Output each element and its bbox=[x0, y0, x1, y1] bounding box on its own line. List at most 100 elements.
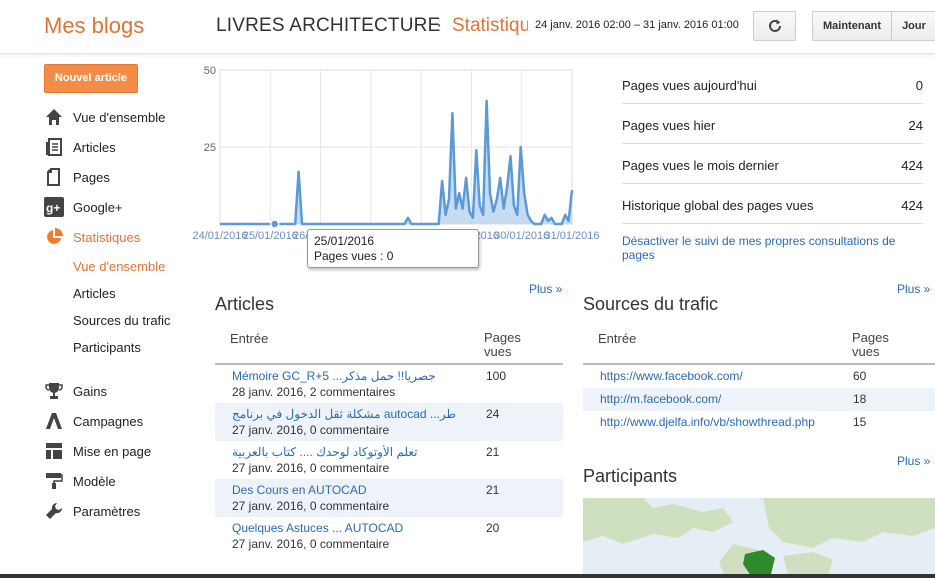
google-plus-icon: g+ bbox=[44, 197, 64, 217]
stat-yesterday: Pages vues hier 24 bbox=[622, 104, 923, 144]
x-tick-label: 31/01/2016 bbox=[544, 230, 599, 242]
disable-tracking-link[interactable]: Désactiver le suivi de mes propres consu… bbox=[622, 234, 896, 262]
sidebar-item-stats[interactable]: Statistiques bbox=[44, 226, 140, 248]
sub-item-traffic-sources[interactable]: Sources du trafic bbox=[73, 313, 171, 328]
source-views: 15 bbox=[853, 415, 867, 429]
sidebar-item-settings[interactable]: Paramètres bbox=[44, 500, 140, 522]
sidebar-item-label: Modèle bbox=[73, 473, 116, 489]
pie-chart-icon bbox=[44, 227, 64, 247]
audience-title: Participants bbox=[583, 466, 678, 486]
blog-title[interactable]: LIVRES ARCHITECTURE bbox=[216, 15, 441, 36]
wrench-icon bbox=[44, 501, 64, 521]
tooltip-value: Pages vues : 0 bbox=[314, 249, 394, 263]
table-row: Des Cours en AUTOCAD 27 janv. 2016, 0 co… bbox=[215, 479, 563, 517]
article-views: 21 bbox=[486, 445, 500, 459]
title-separator: · bbox=[436, 15, 443, 36]
sidebar-item-google-plus[interactable]: g+ Google+ bbox=[44, 196, 123, 218]
refresh-button[interactable] bbox=[753, 11, 796, 41]
trophy-icon bbox=[44, 381, 64, 401]
stat-value: 424 bbox=[901, 198, 923, 213]
sub-item-audience[interactable]: Participants bbox=[73, 340, 141, 355]
paint-roller-icon bbox=[44, 471, 64, 491]
table-row: http://m.facebook.com/ 18 bbox=[583, 388, 935, 411]
sub-item-overview[interactable]: Vue d'ensemble bbox=[73, 259, 166, 274]
stat-label: Pages vues aujourd'hui bbox=[622, 78, 757, 93]
article-link[interactable]: تعلم الأوتوكاد لوحدك .... كتاب بالعربية bbox=[232, 445, 418, 459]
source-link[interactable]: https://www.facebook.com/ bbox=[600, 369, 743, 383]
article-views: 24 bbox=[486, 407, 500, 421]
world-map-graphic bbox=[583, 498, 935, 578]
source-link[interactable]: http://m.facebook.com/ bbox=[600, 392, 722, 406]
article-meta: 27 janv. 2016, 0 commentaire bbox=[232, 423, 390, 437]
articles-more-link[interactable]: Plus » bbox=[529, 282, 563, 296]
new-post-button[interactable]: Nouvel article bbox=[44, 64, 138, 93]
audience-more-link[interactable]: Plus » bbox=[897, 454, 931, 468]
sidebar-item-layout[interactable]: Mise en page bbox=[44, 440, 151, 462]
table-row: Quelques Astuces ... AUTOCAD 27 janv. 20… bbox=[215, 517, 563, 555]
highlight-point bbox=[269, 219, 280, 229]
article-views: 20 bbox=[486, 521, 500, 535]
stat-label: Pages vues hier bbox=[622, 118, 716, 133]
stat-label: Historique global des pages vues bbox=[622, 198, 814, 213]
y-tick-label: 50 bbox=[204, 65, 216, 77]
sidebar-item-label: Google+ bbox=[73, 199, 123, 215]
source-link[interactable]: http://www.djelfa.info/vb/showthread.php bbox=[600, 415, 815, 429]
campaign-icon bbox=[44, 411, 64, 431]
sidebar-item-campaigns[interactable]: Campagnes bbox=[44, 410, 143, 432]
article-link[interactable]: Des Cours en AUTOCAD bbox=[232, 483, 367, 497]
sidebar-item-label: Campagnes bbox=[73, 413, 144, 429]
top-header: Mes blogs LIVRES ARCHITECTURE · Statisti… bbox=[0, 0, 935, 54]
sidebar-item-posts[interactable]: Articles bbox=[44, 136, 116, 158]
pageviews-chart: 502524/01/201625/01/201626/01/201627/01/… bbox=[192, 65, 599, 242]
range-day-button[interactable]: Jour bbox=[891, 12, 935, 40]
article-meta: 27 janv. 2016, 0 commentaire bbox=[232, 537, 390, 551]
articles-icon bbox=[44, 137, 64, 157]
table-row: https://www.facebook.com/ 60 bbox=[583, 365, 935, 388]
bottom-scrollbar[interactable] bbox=[0, 574, 935, 578]
stat-value: 0 bbox=[915, 78, 923, 93]
table-row: Mémoire GC_R+5 ...جصريا!! حمل مذكر 28 ja… bbox=[215, 365, 563, 403]
stat-all-time: Historique global des pages vues 424 bbox=[622, 184, 923, 224]
articles-title: Articles bbox=[215, 294, 275, 314]
traffic-more-link[interactable]: Plus » bbox=[897, 282, 931, 296]
tooltip-date: 25/01/2016 bbox=[314, 234, 375, 248]
sidebar-item-earnings[interactable]: Gains bbox=[44, 380, 107, 402]
stat-label: Pages vues le mois dernier bbox=[622, 158, 779, 173]
sub-item-posts[interactable]: Articles bbox=[73, 286, 116, 301]
sidebar-item-overview[interactable]: Vue d'ensemble bbox=[44, 106, 165, 128]
table-row: مشكلة ثقل الدخول في برنامج autocad ...طر… bbox=[215, 403, 563, 441]
audience-world-map[interactable] bbox=[583, 498, 935, 578]
refresh-icon bbox=[768, 19, 781, 32]
sidebar-item-label: Vue d'ensemble bbox=[73, 109, 166, 125]
home-icon bbox=[44, 107, 64, 127]
sidebar-item-label: Statistiques bbox=[73, 229, 141, 245]
article-views: 100 bbox=[486, 369, 507, 383]
layout-icon bbox=[44, 441, 64, 461]
x-tick-label: 25/01/2016 bbox=[243, 230, 298, 242]
x-tick-label: 24/01/2016 bbox=[192, 230, 247, 242]
col-views: Pages vues bbox=[852, 330, 889, 359]
svg-text:g+: g+ bbox=[46, 201, 60, 215]
article-meta: 27 janv. 2016, 0 commentaire bbox=[232, 461, 390, 475]
source-views: 60 bbox=[853, 369, 867, 383]
my-blogs-link[interactable]: Mes blogs bbox=[44, 13, 145, 38]
chart-tooltip: 25/01/2016 Pages vues : 0 bbox=[307, 229, 479, 268]
sidebar-item-pages[interactable]: Pages bbox=[44, 166, 110, 188]
sidebar-item-label: Gains bbox=[73, 383, 107, 399]
stat-last-month: Pages vues le mois dernier 424 bbox=[622, 144, 923, 184]
sidebar-item-label: Paramètres bbox=[73, 503, 141, 519]
section-title: Statistiques bbox=[452, 15, 528, 36]
col-entry: Entrée bbox=[230, 331, 269, 346]
article-views: 21 bbox=[486, 483, 500, 497]
article-link[interactable]: Quelques Astuces ... AUTOCAD bbox=[232, 521, 404, 535]
sidebar-item-template[interactable]: Modèle bbox=[44, 470, 116, 492]
table-row: http://www.djelfa.info/vb/showthread.php… bbox=[583, 411, 935, 434]
sidebar-item-label: Articles bbox=[73, 139, 116, 155]
stat-value: 424 bbox=[901, 158, 923, 173]
range-now-button[interactable]: Maintenant bbox=[823, 20, 882, 32]
article-link[interactable]: مشكلة ثقل الدخول في برنامج autocad ...طر bbox=[232, 407, 457, 421]
traffic-table-header: Entrée Pages vues bbox=[583, 327, 935, 365]
col-views: Pages vues bbox=[484, 330, 521, 359]
stat-today: Pages vues aujourd'hui 0 bbox=[622, 64, 923, 104]
article-link[interactable]: Mémoire GC_R+5 ...جصريا!! حمل مذكر bbox=[232, 369, 436, 383]
